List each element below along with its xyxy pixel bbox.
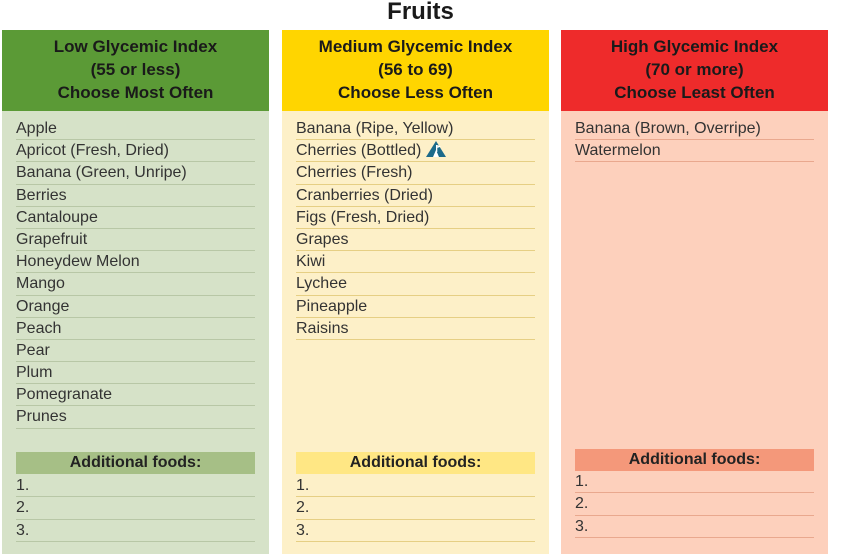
low-gi-column: Low Glycemic Index (55 or less) Choose M… xyxy=(2,30,269,554)
additional-food-line[interactable]: 2. xyxy=(575,493,814,516)
additional-food-line[interactable]: 1. xyxy=(296,475,535,498)
list-item: Pomegranate xyxy=(16,384,255,407)
medium-additional-foods-list: 1. 2. 3. xyxy=(296,475,535,542)
additional-food-line[interactable]: 2. xyxy=(296,497,535,520)
list-item: Pineapple xyxy=(296,296,535,318)
list-item: Cranberries (Dried) xyxy=(296,185,535,207)
additional-food-line[interactable]: 3. xyxy=(575,516,814,538)
medium-gi-food-list: Banana (Ripe, Yellow) Cherries (Bottled)… xyxy=(296,118,535,340)
list-item: Cantaloupe xyxy=(16,207,255,229)
list-item: Cherries (Fresh) xyxy=(296,162,535,185)
low-gi-heading-line-3: Choose Most Often xyxy=(57,83,214,102)
additional-food-line[interactable]: 2. xyxy=(16,497,255,520)
high-gi-heading-line-3: Choose Least Often xyxy=(614,83,775,102)
list-item: Orange xyxy=(16,296,255,318)
additional-food-line[interactable]: 1. xyxy=(575,471,814,494)
list-item: Plum xyxy=(16,362,255,385)
list-item: Figs (Fresh, Dried) xyxy=(296,207,535,229)
list-item: Banana (Green, Unripe) xyxy=(16,162,255,185)
list-item: Honeydew Melon xyxy=(16,251,255,274)
page-title: Fruits xyxy=(387,0,454,25)
additional-food-line[interactable]: 3. xyxy=(16,520,255,542)
high-gi-header: High Glycemic Index (70 or more) Choose … xyxy=(561,30,828,111)
list-item: Cherries (Bottled) xyxy=(296,140,535,163)
list-item: Mango xyxy=(16,273,255,296)
high-additional-foods-header: Additional foods: xyxy=(575,449,814,471)
list-item: Prunes xyxy=(16,406,255,429)
list-item: Apple xyxy=(16,118,255,141)
high-gi-food-list: Banana (Brown, Overripe) Watermelon xyxy=(575,118,814,163)
mountain-flag-icon xyxy=(426,141,447,158)
low-gi-heading-line-2: (55 or less) xyxy=(90,60,181,79)
medium-gi-heading-line-2: (56 to 69) xyxy=(378,60,453,79)
medium-gi-heading-line-1: Medium Glycemic Index xyxy=(318,37,513,56)
additional-food-line[interactable]: 3. xyxy=(296,520,535,542)
high-gi-heading-line-2: (70 or more) xyxy=(645,60,744,79)
medium-gi-body: Banana (Ripe, Yellow) Cherries (Bottled)… xyxy=(282,111,549,554)
list-item: Kiwi xyxy=(296,251,535,274)
list-item-label: Cherries (Bottled) xyxy=(296,142,422,160)
list-item: Grapes xyxy=(296,229,535,252)
additional-food-line[interactable]: 1. xyxy=(16,475,255,498)
medium-additional-foods-header: Additional foods: xyxy=(296,452,535,474)
list-item: Grapefruit xyxy=(16,229,255,252)
high-gi-heading-line-1: High Glycemic Index xyxy=(610,37,779,56)
medium-gi-heading-line-3: Choose Less Often xyxy=(338,83,493,102)
high-gi-body: Banana (Brown, Overripe) Watermelon Addi… xyxy=(561,111,828,554)
low-gi-body: Apple Apricot (Fresh, Dried) Banana (Gre… xyxy=(2,111,269,554)
list-item: Banana (Ripe, Yellow) xyxy=(296,118,535,141)
medium-gi-header: Medium Glycemic Index (56 to 69) Choose … xyxy=(282,30,549,111)
list-item: Peach xyxy=(16,318,255,340)
low-additional-foods-list: 1. 2. 3. xyxy=(16,475,255,542)
low-additional-foods-header: Additional foods: xyxy=(16,452,255,474)
low-gi-heading-line-1: Low Glycemic Index xyxy=(53,37,218,56)
high-additional-foods-list: 1. 2. 3. xyxy=(575,471,814,538)
list-item: Apricot (Fresh, Dried) xyxy=(16,140,255,163)
low-gi-header: Low Glycemic Index (55 or less) Choose M… xyxy=(2,30,269,111)
list-item: Lychee xyxy=(296,273,535,296)
list-item: Banana (Brown, Overripe) xyxy=(575,118,814,141)
list-item: Raisins xyxy=(296,318,535,340)
medium-gi-column: Medium Glycemic Index (56 to 69) Choose … xyxy=(282,30,549,554)
list-item: Berries xyxy=(16,185,255,207)
high-gi-column: High Glycemic Index (70 or more) Choose … xyxy=(561,30,828,554)
list-item: Pear xyxy=(16,340,255,363)
list-item: Watermelon xyxy=(575,140,814,163)
low-gi-food-list: Apple Apricot (Fresh, Dried) Banana (Gre… xyxy=(16,118,255,429)
